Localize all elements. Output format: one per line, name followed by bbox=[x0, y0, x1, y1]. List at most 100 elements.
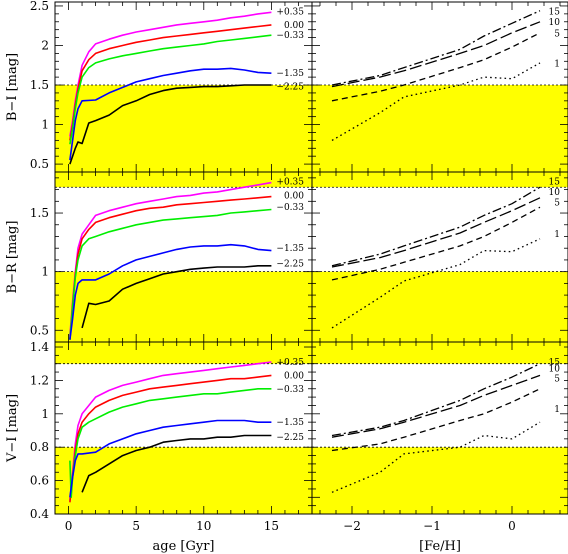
x-tick-label: −2 bbox=[343, 519, 361, 533]
x-tick-label: −1 bbox=[423, 519, 441, 533]
series-label: −1.35 bbox=[276, 69, 304, 79]
series-label: 0.00 bbox=[284, 191, 304, 201]
y-tick-label: 1.2 bbox=[30, 373, 49, 387]
series-label: 5 bbox=[554, 198, 560, 208]
y-axis-label: V−I [mag] bbox=[5, 394, 20, 463]
series-line-0 bbox=[331, 186, 541, 267]
series-line-1 bbox=[331, 374, 541, 438]
panel-top-left: +0.35 0.00−0.33 −1.35 −2.25 0.5 1 1.5 2 2.5 B−I [… bbox=[5, 0, 313, 173]
series-label: −2.25 bbox=[276, 83, 304, 93]
band-1 bbox=[55, 342, 312, 364]
band-0 bbox=[55, 271, 312, 342]
band-1 bbox=[312, 172, 568, 188]
series-label: −0.33 bbox=[276, 385, 304, 395]
series-group bbox=[69, 11, 272, 165]
y-tick-label: 1 bbox=[41, 265, 49, 279]
band-0 bbox=[55, 85, 312, 172]
series-line-3 bbox=[331, 238, 541, 329]
series-line-3 bbox=[69, 67, 272, 161]
x-tick-label: 0 bbox=[65, 519, 73, 533]
series-line-0 bbox=[69, 11, 272, 137]
series-line-1 bbox=[69, 195, 272, 340]
series-line-2 bbox=[331, 388, 541, 452]
series-label: −1.35 bbox=[276, 244, 304, 254]
series-label: 15 bbox=[549, 177, 561, 187]
series-label: 10 bbox=[549, 188, 561, 198]
y-tick-label: 0.5 bbox=[30, 157, 49, 171]
y-axis-label: B−I [mag] bbox=[5, 53, 20, 121]
band-0 bbox=[55, 447, 312, 514]
series-label: 1 bbox=[554, 230, 560, 240]
series-line-0 bbox=[69, 361, 272, 501]
series-label: 5 bbox=[554, 30, 560, 40]
series-label: −1.35 bbox=[276, 418, 304, 428]
series-group bbox=[69, 181, 272, 340]
y-tick-label: 0.8 bbox=[30, 440, 49, 454]
series-line-0 bbox=[69, 181, 272, 337]
series-line-2 bbox=[331, 32, 541, 102]
series-line-4 bbox=[69, 84, 272, 165]
series-line-1 bbox=[331, 197, 541, 268]
band-1 bbox=[312, 342, 568, 364]
y-tick-label: 1.5 bbox=[30, 78, 49, 92]
series-line-0 bbox=[331, 363, 541, 437]
y-tick-label: 1.4 bbox=[30, 340, 49, 354]
series-label: 0.00 bbox=[284, 21, 304, 31]
band-1 bbox=[55, 172, 312, 188]
series-label: 5 bbox=[554, 375, 560, 385]
series-line-4 bbox=[81, 434, 272, 493]
y-tick-label: 2.5 bbox=[30, 0, 49, 13]
band-0 bbox=[312, 447, 568, 514]
x-tick-label: 5 bbox=[132, 519, 140, 533]
y-tick-label: 1 bbox=[41, 407, 49, 421]
series-line-4 bbox=[81, 264, 272, 329]
series-group bbox=[331, 186, 541, 329]
series-label: −2.25 bbox=[276, 433, 304, 443]
series-line-3 bbox=[331, 421, 541, 493]
series-label: −0.33 bbox=[276, 31, 304, 41]
y-tick-label: 0.6 bbox=[30, 474, 49, 488]
x-tick-label: 10 bbox=[196, 519, 211, 533]
y-tick-label: 1 bbox=[41, 118, 49, 132]
x-tick-label: 15 bbox=[264, 519, 279, 533]
panel-bottom-left: +0.35 0.00 −0.33 −1.35 −2.25 0.4 0.6 0.8 1 1.2 1.4… bbox=[5, 340, 313, 554]
x-axis-label: age [Gyr] bbox=[153, 539, 215, 554]
series-line-0 bbox=[331, 10, 541, 86]
series-line-3 bbox=[69, 243, 272, 340]
y-tick-label: 0.4 bbox=[30, 507, 49, 521]
series-line-2 bbox=[69, 208, 272, 340]
band-0 bbox=[312, 85, 568, 172]
series-line-1 bbox=[331, 21, 541, 88]
series-line-1 bbox=[69, 374, 272, 503]
series-label: +0.35 bbox=[276, 177, 304, 187]
series-group bbox=[331, 363, 541, 493]
series-label: +0.35 bbox=[276, 358, 304, 368]
series-label: +0.35 bbox=[276, 7, 304, 17]
series-label: 10 bbox=[549, 18, 561, 28]
y-tick-label: 0.5 bbox=[30, 323, 49, 337]
series-line-3 bbox=[69, 419, 272, 498]
panel-frame bbox=[311, 341, 568, 515]
series-line-2 bbox=[69, 387, 272, 499]
series-line-2 bbox=[69, 34, 272, 145]
series-label: 10 bbox=[549, 365, 561, 375]
series-label: 0.00 bbox=[284, 371, 304, 381]
series-label: −2.25 bbox=[276, 259, 304, 269]
series-group bbox=[69, 361, 272, 503]
y-axis-label: B−R [mag] bbox=[5, 221, 20, 294]
series-group bbox=[331, 10, 541, 141]
y-tick-label: 2 bbox=[41, 38, 49, 52]
series-label: 1 bbox=[554, 60, 560, 70]
x-axis-label: [Fe/H] bbox=[419, 539, 461, 554]
band-0 bbox=[312, 271, 568, 342]
series-label: −0.33 bbox=[276, 203, 304, 213]
series-line-1 bbox=[69, 24, 272, 141]
panel-middle-left: +0.35 0.00 −0.33 −1.35 −2.25 0.5 1 1.5 B−R [mag] bbox=[5, 171, 313, 343]
panels: +0.350.00−0.33−1.35−2.250.511.522.5B−I [… bbox=[5, 0, 568, 554]
x-tick-label: 0 bbox=[508, 519, 516, 533]
series-label: 1 bbox=[554, 405, 560, 415]
